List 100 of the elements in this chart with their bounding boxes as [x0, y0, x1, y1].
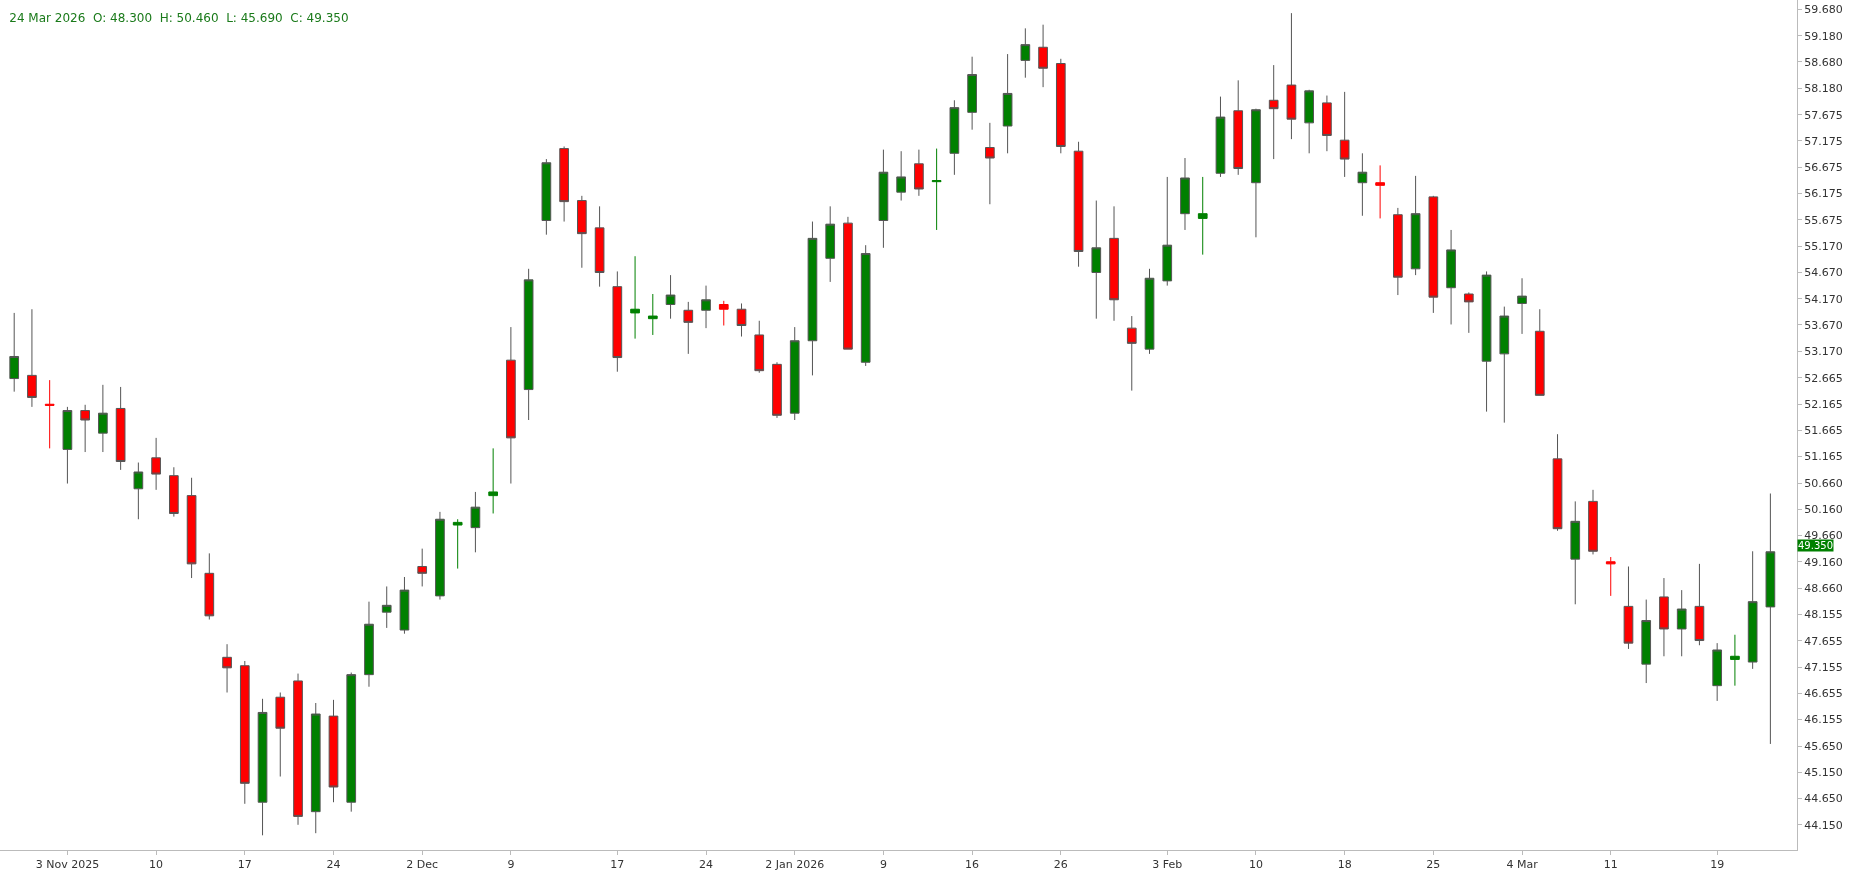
x-tick-label: 18 — [1337, 858, 1352, 872]
candlestick — [577, 195, 587, 269]
candlestick — [1322, 95, 1332, 152]
candlestick — [1641, 599, 1652, 684]
candlestick — [1446, 229, 1456, 325]
candlestick — [1215, 96, 1226, 178]
y-tick-label: 51.665 — [1804, 424, 1843, 438]
candlestick — [1304, 89, 1315, 154]
annotation: 49.350 — [1798, 540, 1833, 551]
candlestick — [133, 462, 144, 520]
candlestick — [470, 491, 481, 553]
candlestick — [1162, 176, 1173, 287]
candlestick — [843, 216, 853, 350]
x-tick-label: 9 — [507, 858, 515, 872]
candlestick — [328, 699, 339, 803]
y-tick-label: 50.160 — [1804, 503, 1843, 517]
y-tick-label: 54.170 — [1804, 292, 1843, 306]
y-tick-label: 53.170 — [1804, 345, 1843, 359]
candlestick — [1552, 433, 1563, 532]
candlestick — [417, 548, 428, 587]
candlestick — [967, 56, 977, 131]
candlestick — [1659, 577, 1669, 657]
candlestick — [435, 511, 445, 601]
x-tick-label: 11 — [1603, 858, 1618, 872]
candlestick — [1534, 308, 1545, 396]
candlestick — [931, 148, 942, 231]
y-tick-label: 56.675 — [1804, 161, 1843, 175]
candlestick — [1463, 291, 1474, 334]
candlestick — [506, 326, 516, 485]
candlestick — [825, 205, 836, 283]
y-tick-label: 57.175 — [1804, 134, 1843, 148]
candlestick — [239, 660, 250, 805]
candlestick — [1410, 175, 1421, 276]
candlestick — [665, 274, 676, 320]
candlestick — [701, 285, 711, 329]
candlestick — [9, 312, 20, 393]
candlestick — [381, 585, 392, 629]
candlestick — [1126, 315, 1137, 392]
candlestick — [1109, 205, 1119, 322]
candlestick — [772, 361, 782, 419]
candlestick — [399, 576, 410, 635]
candlestick — [1038, 24, 1048, 88]
x-tick-label: 2 Jan 2026 — [765, 858, 825, 872]
candlestick — [1481, 270, 1492, 413]
x-tick-label: 3 Feb — [1152, 858, 1183, 872]
x-tick-label: 26 — [1053, 858, 1068, 872]
y-tick-label: 57.675 — [1804, 108, 1843, 122]
y-tick-label: 56.175 — [1804, 187, 1843, 201]
candlestick — [1694, 563, 1705, 646]
candlestick — [630, 255, 640, 340]
candlestick — [1020, 27, 1031, 79]
x-tick-label: 4 Mar — [1506, 858, 1539, 872]
candlestick — [1268, 64, 1279, 160]
y-tick-label: 54.670 — [1804, 266, 1843, 280]
candlestick — [985, 122, 995, 205]
y-tick-label: 46.155 — [1804, 713, 1843, 727]
text: 24 Mar 2026 O: 48.300 H: 50.460 L: 45.690 C: 49.350 — [9, 10, 349, 25]
x-tick-label: 25 — [1426, 858, 1441, 872]
candlestick — [169, 466, 179, 518]
y-tick-label: 52.665 — [1804, 371, 1843, 385]
candlestick — [1428, 195, 1439, 314]
candlestick — [878, 149, 889, 249]
candlestick — [896, 150, 907, 202]
y-tick-label: 50.660 — [1804, 476, 1843, 490]
candlestick — [541, 158, 552, 236]
candlestick — [1251, 108, 1261, 238]
y-tick-label: 58.680 — [1804, 55, 1843, 69]
candlestick — [1499, 306, 1510, 424]
candlestick — [1623, 565, 1634, 650]
candlestick — [736, 302, 747, 338]
candlestick — [151, 437, 161, 491]
y-tick-label: 48.155 — [1804, 608, 1843, 622]
x-tick-label: 3 Nov 2025 — [35, 858, 100, 872]
candlestick — [1180, 157, 1190, 231]
x-tick-label: 24 — [326, 858, 341, 872]
x-tick-label: 17 — [237, 858, 252, 872]
y-tick-label: 51.165 — [1804, 450, 1843, 464]
candlestick — [1676, 589, 1687, 657]
candlestick — [523, 268, 534, 421]
candlestick — [488, 447, 498, 514]
candlestick — [1730, 634, 1740, 687]
candlestick — [1233, 79, 1244, 176]
candlestick — [754, 320, 765, 374]
y-tick-label: 48.660 — [1804, 581, 1843, 595]
candlestick — [1339, 91, 1350, 178]
candlestick — [718, 300, 729, 327]
x-tick-label: 19 — [1710, 858, 1725, 872]
candlestick — [204, 552, 215, 621]
y-tick-label: 45.150 — [1804, 766, 1843, 780]
y-tick-label: 47.655 — [1804, 634, 1843, 648]
candlestick — [115, 386, 126, 471]
y-tick-label: 52.165 — [1804, 397, 1843, 411]
x-tick-label: 2 Dec — [406, 858, 439, 872]
y-tick-label: 58.180 — [1804, 82, 1843, 96]
x-tick-label: 17 — [610, 858, 625, 872]
candlestick — [98, 384, 108, 453]
candlestick — [789, 326, 800, 421]
candlestick — [275, 692, 286, 777]
y-tick-label: 55.170 — [1804, 240, 1843, 254]
candlestick — [1570, 500, 1581, 605]
